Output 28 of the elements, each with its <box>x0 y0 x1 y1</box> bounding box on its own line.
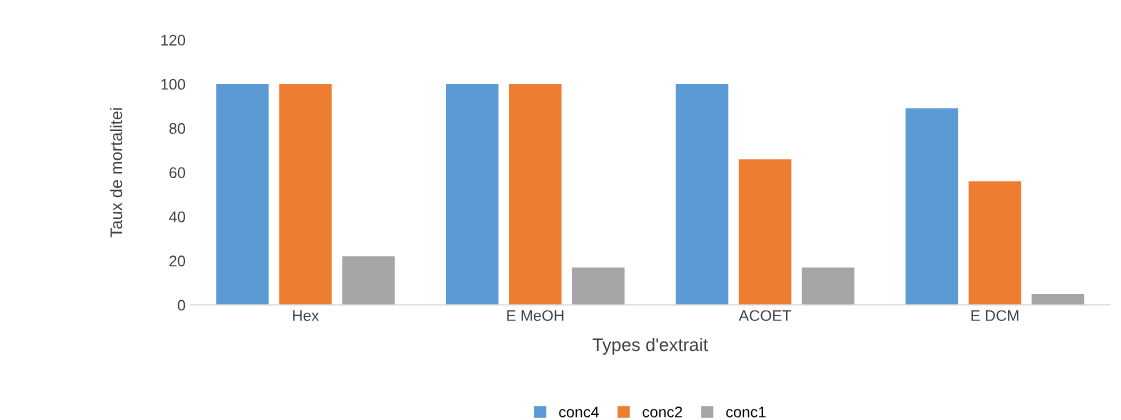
legend-label: conc2 <box>642 406 683 418</box>
bar <box>216 84 269 305</box>
bar <box>675 84 729 305</box>
y-tick-label: 100 <box>161 78 186 90</box>
legend-label: conc1 <box>726 406 766 418</box>
bar <box>801 267 855 305</box>
y-tick-label: 120 <box>161 34 186 46</box>
y-tick-label: 40 <box>169 211 186 223</box>
y-tick-label: 20 <box>169 255 186 267</box>
bar <box>572 267 625 305</box>
bar <box>738 159 792 305</box>
y-tick-label: 0 <box>177 299 186 311</box>
y-axis-title: Taux de mortalitei <box>109 108 123 238</box>
x-tick-label: ACOET <box>738 310 792 321</box>
x-tick-label: Hex <box>293 310 319 321</box>
legend-label: conc4 <box>559 406 599 418</box>
x-tick-label: E DCM <box>971 310 1019 321</box>
bar <box>509 84 562 305</box>
bar <box>445 84 499 305</box>
x-axis-title: Types d'extrait <box>592 337 708 355</box>
x-tick-label: E MeOH <box>507 310 564 321</box>
bar <box>905 108 959 305</box>
y-tick-label: 60 <box>169 167 186 179</box>
bar <box>1031 293 1085 305</box>
bar <box>279 84 332 305</box>
y-tick-label: 80 <box>169 123 186 134</box>
bar <box>342 256 395 305</box>
bar <box>968 181 1022 305</box>
